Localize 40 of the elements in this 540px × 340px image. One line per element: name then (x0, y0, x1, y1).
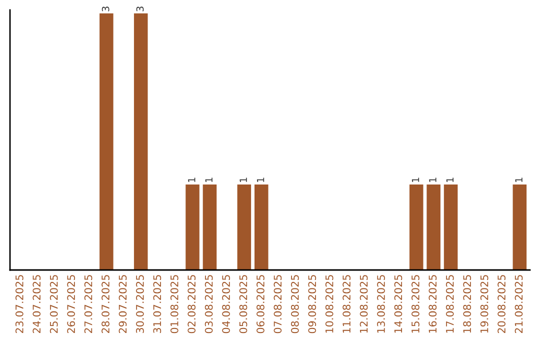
data-label: 1 (188, 178, 196, 182)
x-tick-label: 02.08.2025 (188, 275, 196, 334)
x-tick-label: 21.08.2025 (514, 275, 523, 334)
data-label: 1 (240, 178, 247, 182)
x-tick-label: 01.08.2025 (170, 275, 178, 334)
x-tick-label: 20.08.2025 (498, 275, 506, 334)
data-label: 1 (412, 178, 420, 182)
x-tick-label: 24.07.2025 (32, 275, 41, 334)
x-tick-label: 07.08.2025 (274, 275, 282, 334)
x-tick-label: 23.07.2025 (15, 275, 24, 334)
x-tick-label: 15.08.2025 (412, 275, 420, 333)
x-tick-label: 29.07.2025 (118, 275, 127, 334)
data-label: 3 (136, 6, 144, 12)
x-tick-label: 08.08.2025 (290, 275, 299, 334)
x-tick-label: 05.08.2025 (239, 275, 248, 334)
x-tick-label: 25.07.2025 (50, 275, 58, 334)
x-tick-label: 04.08.2025 (222, 275, 230, 334)
x-tick-label: 31.07.2025 (153, 275, 162, 334)
x-tick-label: 28.07.2025 (102, 275, 110, 334)
x-tick-label: 14.08.2025 (394, 275, 402, 333)
x-tick-label: 11.08.2025 (342, 275, 351, 333)
x-tick-label: 18.08.2025 (463, 275, 472, 333)
data-label: 1 (446, 178, 454, 182)
data-label: 1 (205, 178, 212, 182)
x-tick-label: 03.08.2025 (204, 275, 213, 334)
data-label: 1 (515, 178, 522, 182)
x-tick-label: 26.07.2025 (67, 275, 76, 334)
data-label: 3 (102, 6, 110, 12)
x-tick-label: 16.08.2025 (428, 275, 437, 333)
x-tick-label: 19.08.2025 (480, 275, 488, 333)
x-tick-label: 09.08.2025 (308, 275, 316, 334)
x-tick-label: 17.08.2025 (446, 275, 454, 333)
x-tick-label: 10.08.2025 (325, 275, 334, 333)
x-tick-label: 13.08.2025 (377, 275, 385, 333)
x-tick-label: 30.07.2025 (136, 275, 144, 334)
x-tick-label: 27.07.2025 (84, 275, 92, 334)
data-label: 1 (256, 178, 264, 182)
x-tick-label: 06.08.2025 (256, 275, 264, 334)
x-tick-label: 12.08.2025 (360, 275, 368, 333)
data-label: 1 (429, 178, 436, 182)
